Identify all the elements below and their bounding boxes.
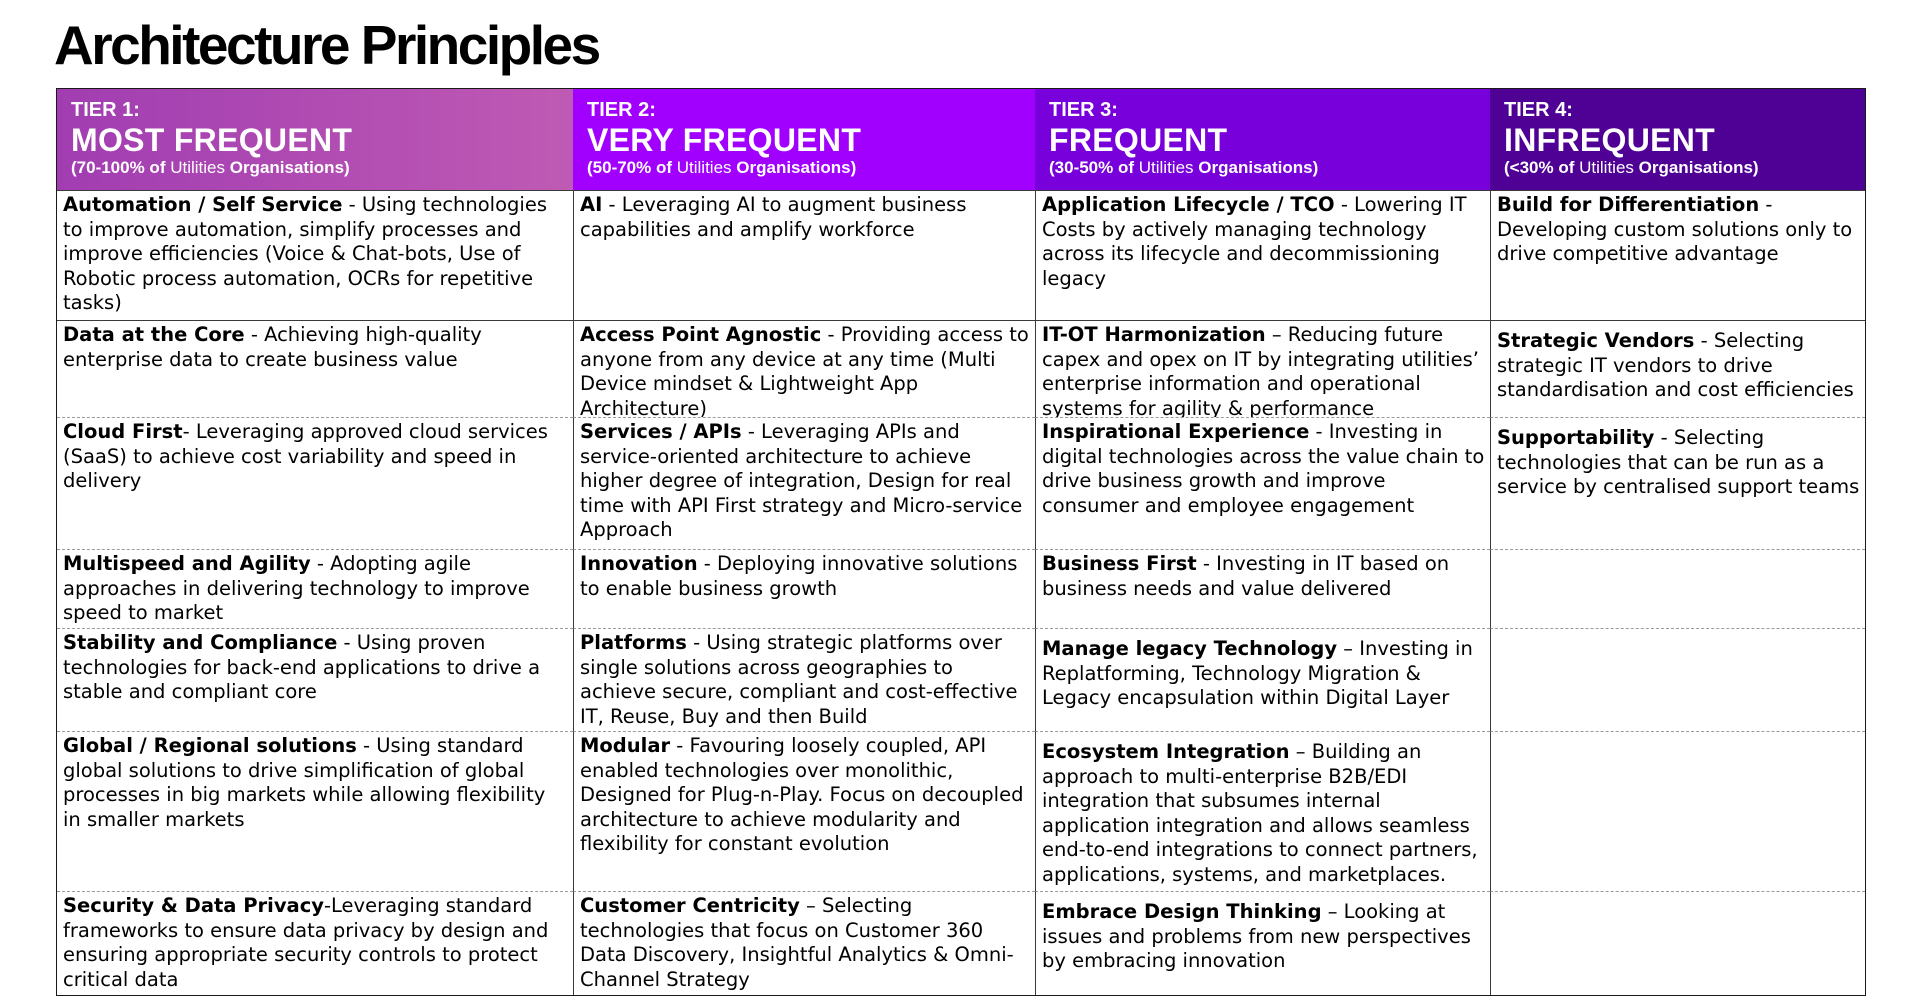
principle-cell: Strategic Vendors - Selecting strategic …: [1490, 320, 1865, 417]
principle-cell: Data at the Core - Achieving high-qualit…: [57, 320, 573, 417]
principle-name: IT-OT Harmonization: [1042, 323, 1266, 346]
principle-description: - Investing in IT based on business need…: [1042, 552, 1450, 600]
principle-description: – Investing in Replatforming, Technology…: [1042, 637, 1473, 709]
tier-frequency: MOST FREQUENT: [71, 122, 353, 158]
principle-name: Customer Centricity: [580, 894, 800, 917]
tier-2-header: TIER 2: VERY FREQUENT (50-70% of Utiliti…: [573, 89, 1035, 190]
principle-description: - Lowering IT Costs by actively managing…: [1042, 193, 1467, 290]
principle-name: Services / APIs: [580, 420, 742, 443]
tier-label: TIER 3:: [1049, 99, 1118, 121]
principle-description: – Looking at issues and problems from ne…: [1042, 900, 1471, 972]
tier-range: (<30% of Utilities Organisations): [1504, 158, 1759, 177]
principle-cell: Cloud First- Leveraging approved cloud s…: [57, 417, 573, 549]
principle-name: Data at the Core: [63, 323, 245, 346]
principle-description: - Using strategic platforms over single …: [580, 631, 1018, 728]
principle-cell: Services / APIs - Leveraging APIs and se…: [573, 417, 1035, 549]
principle-description: - Achieving high-quality enterprise data…: [63, 323, 482, 371]
principle-description: – Selecting technologies that focus on C…: [580, 894, 1014, 991]
principle-cell: Stability and Compliance - Using proven …: [57, 628, 573, 731]
principle-name: Manage legacy Technology: [1042, 637, 1338, 660]
principle-name: Business First: [1042, 552, 1197, 575]
principle-cell: Manage legacy Technology – Investing in …: [1035, 628, 1490, 731]
principle-cell: AI - Leveraging AI to augment business c…: [573, 190, 1035, 320]
principle-cell: Modular - Favouring loosely coupled, API…: [573, 731, 1035, 891]
principle-cell: IT-OT Harmonization – Reducing future ca…: [1035, 320, 1490, 417]
principle-cell: Business First - Investing in IT based o…: [1035, 549, 1490, 628]
principle-name: Platforms: [580, 631, 687, 654]
tier-range: (70-100% of Utilities Organisations): [71, 158, 350, 177]
principle-cell: Build for Differentiation - Developing c…: [1490, 190, 1865, 320]
principle-description: - Leveraging approved cloud services (Sa…: [63, 420, 548, 492]
principle-description: -Leveraging standard frameworks to ensur…: [63, 894, 549, 991]
principle-cell: Security & Data Privacy-Leveraging stand…: [57, 891, 573, 995]
principle-cell: Ecosystem Integration – Building an appr…: [1035, 731, 1490, 891]
principle-description: - Adopting agile approaches in deliverin…: [63, 552, 530, 624]
principle-name: Innovation: [580, 552, 698, 575]
empty-cell: [1490, 891, 1865, 995]
principle-description: - Investing in digital technologies acro…: [1042, 420, 1485, 517]
principle-description: - Providing access to anyone from any de…: [580, 323, 1029, 417]
principle-cell: Innovation - Deploying innovative soluti…: [573, 549, 1035, 628]
principle-name: Security & Data Privacy: [63, 894, 324, 917]
tier-label: TIER 1:: [71, 99, 140, 121]
principle-description: - Selecting technologies that can be run…: [1497, 426, 1860, 498]
principle-description: - Using proven technologies for back-end…: [63, 631, 541, 703]
tier-label: TIER 4:: [1504, 99, 1573, 121]
tier-frequency: VERY FREQUENT: [587, 122, 862, 158]
tier-label: TIER 2:: [587, 99, 656, 121]
principle-name: Application Lifecycle / TCO: [1042, 193, 1335, 216]
principle-name: Embrace Design Thinking: [1042, 900, 1322, 923]
principle-name: Modular: [580, 734, 671, 757]
principle-name: Strategic Vendors: [1497, 329, 1695, 352]
tier-4-header: TIER 4: INFREQUENT (<30% of Utilities Or…: [1490, 89, 1865, 190]
principle-description: - Favouring loosely coupled, API enabled…: [580, 734, 1024, 855]
principle-description: - Developing custom solutions only to dr…: [1497, 193, 1853, 265]
tier-3-header: TIER 3: FREQUENT (30-50% of Utilities Or…: [1035, 89, 1490, 190]
principle-cell: Application Lifecycle / TCO - Lowering I…: [1035, 190, 1490, 320]
principle-cell: Inspirational Experience - Investing in …: [1035, 417, 1490, 549]
principle-cell: Platforms - Using strategic platforms ov…: [573, 628, 1035, 731]
tier-frequency: INFREQUENT: [1504, 122, 1715, 158]
tier-range: (30-50% of Utilities Organisations): [1049, 158, 1319, 177]
principle-cell: Access Point Agnostic - Providing access…: [573, 320, 1035, 417]
principle-description: - Using technologies to improve automati…: [63, 193, 547, 314]
principle-name: Build for Differentiation: [1497, 193, 1760, 216]
principle-name: Multispeed and Agility: [63, 552, 311, 575]
principle-name: Access Point Agnostic: [580, 323, 822, 346]
principle-description: - Leveraging AI to augment business capa…: [580, 193, 967, 241]
empty-cell: [1490, 731, 1865, 891]
principles-table: TIER 1: MOST FREQUENT (70-100% of Utilit…: [56, 88, 1866, 996]
tier-1-header: TIER 1: MOST FREQUENT (70-100% of Utilit…: [57, 89, 573, 190]
principle-cell: Customer Centricity – Selecting technolo…: [573, 891, 1035, 995]
principle-description: – Reducing future capex and opex on IT b…: [1042, 323, 1479, 417]
principle-description: - Selecting strategic IT vendors to driv…: [1497, 329, 1854, 401]
principle-cell: Embrace Design Thinking – Looking at iss…: [1035, 891, 1490, 995]
principle-name: Ecosystem Integration: [1042, 740, 1290, 763]
empty-cell: [1490, 628, 1865, 731]
empty-cell: [1490, 549, 1865, 628]
principle-description: - Using standard global solutions to dri…: [63, 734, 546, 831]
principle-name: Automation / Self Service: [63, 193, 343, 216]
tier-frequency: FREQUENT: [1049, 122, 1228, 158]
principle-description: - Leveraging APIs and service-oriented a…: [580, 420, 1023, 541]
principle-name: Stability and Compliance: [63, 631, 338, 654]
principle-name: Global / Regional solutions: [63, 734, 357, 757]
principle-name: AI: [580, 193, 603, 216]
principle-description: - Deploying innovative solutions to enab…: [580, 552, 1018, 600]
principle-cell: Multispeed and Agility - Adopting agile …: [57, 549, 573, 628]
principle-name: Inspirational Experience: [1042, 420, 1310, 443]
tier-range: (50-70% of Utilities Organisations): [587, 158, 857, 177]
page-title: Architecture Principles: [54, 14, 601, 76]
principle-name: Supportability: [1497, 426, 1655, 449]
principle-cell: Automation / Self Service - Using techno…: [57, 190, 573, 320]
principle-cell: Global / Regional solutions - Using stan…: [57, 731, 573, 891]
principle-name: Cloud First: [63, 420, 183, 443]
principle-cell: Supportability - Selecting technologies …: [1490, 417, 1865, 549]
principle-description: – Building an approach to multi-enterpri…: [1042, 740, 1478, 886]
